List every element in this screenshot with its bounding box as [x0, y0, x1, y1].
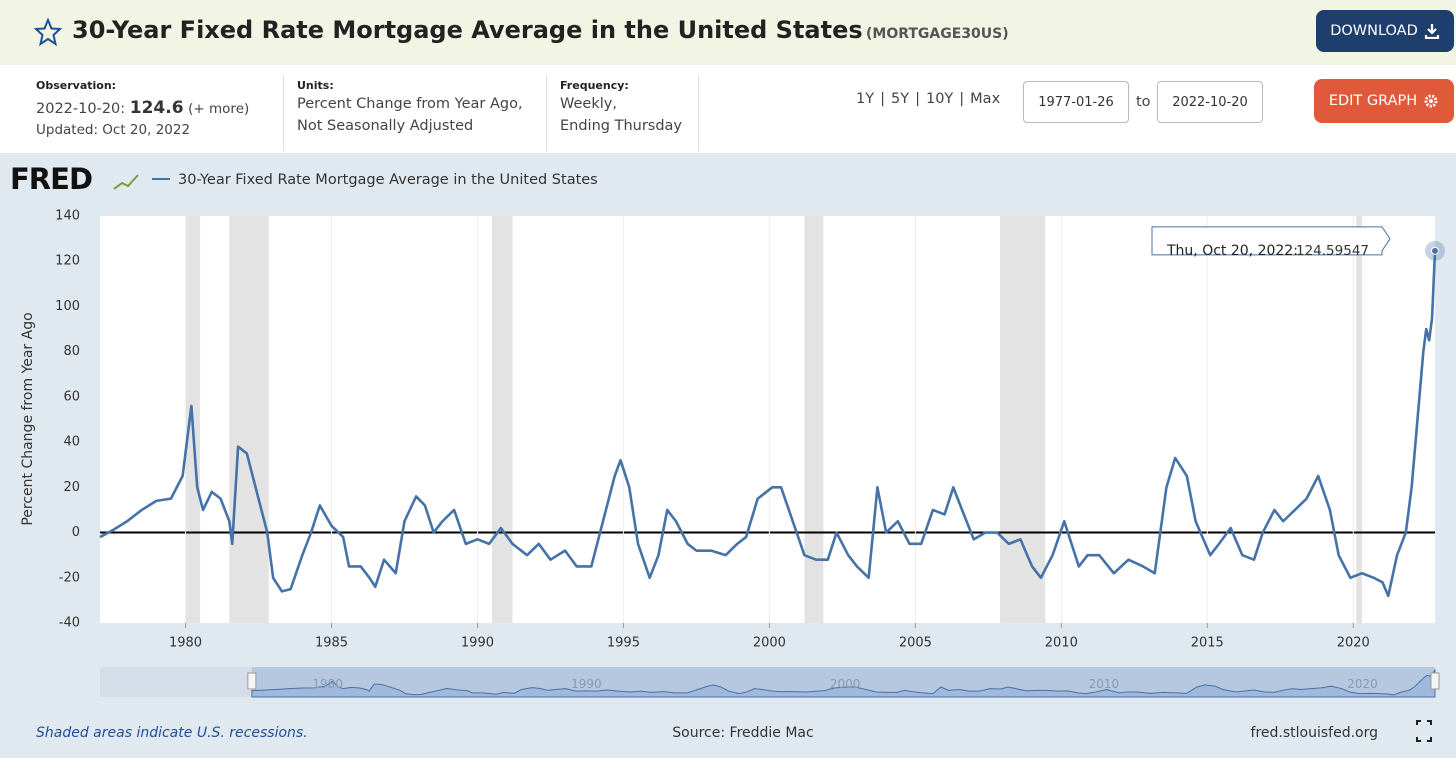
frequency-line: Weekly, — [560, 96, 617, 112]
navigator-label: 2000 — [830, 677, 861, 691]
edit-label: EDIT GRAPH — [1328, 93, 1418, 109]
recession-band — [804, 216, 824, 623]
fred-logo: FRED — [10, 162, 92, 196]
navigator-label: 1980 — [312, 677, 343, 691]
recession-band — [229, 216, 269, 623]
navigator-label: 2010 — [1089, 677, 1120, 691]
separator — [283, 75, 284, 151]
footer-note: Shaded areas indicate U.S. recessions. — [36, 725, 308, 741]
end-date[interactable]: 2022-10-20 — [1157, 81, 1263, 123]
hover-point — [1431, 246, 1439, 255]
units-line: Not Seasonally Adjusted — [297, 118, 474, 134]
tooltip: Thu, Oct 20, 2022:124.59547 — [1151, 226, 1391, 259]
y-tick-label: 100 — [55, 299, 80, 314]
observation-label: Observation: — [36, 79, 117, 92]
edit-graph-button[interactable]: EDIT GRAPH — [1314, 79, 1454, 123]
download-label: DOWNLOAD — [1330, 23, 1418, 39]
frequency-line: Ending Thursday — [560, 118, 683, 134]
recession-band — [492, 216, 513, 623]
y-tick-label: -20 — [59, 570, 80, 585]
observation-date: 2022-10-20: — [36, 101, 126, 117]
to-label: to — [1136, 94, 1151, 110]
download-button[interactable]: DOWNLOAD — [1316, 10, 1454, 52]
range-button[interactable]: 5Y — [890, 91, 910, 107]
navigator-label: 2020 — [1347, 677, 1378, 691]
y-axis-label: Percent Change from Year Ago — [20, 312, 36, 525]
y-tick-label: 80 — [63, 344, 80, 359]
more-link[interactable]: (+ more) — [188, 101, 250, 117]
x-tick-label: 2010 — [1045, 636, 1078, 651]
x-tick-label: 2015 — [1191, 636, 1224, 651]
range-separator: | — [880, 91, 885, 107]
x-tick-label: 1990 — [461, 636, 494, 651]
legend-label: 30-Year Fixed Rate Mortgage Average in t… — [178, 172, 598, 188]
y-tick-label: -40 — [59, 616, 80, 631]
y-tick-label: 120 — [55, 254, 80, 269]
footer-site: fred.stlouisfed.org — [1251, 725, 1378, 741]
range-buttons: 1Y | 5Y | 10Y | Max — [856, 88, 1000, 110]
fullscreen-icon[interactable] — [1416, 720, 1432, 742]
y-tick-label: 140 — [55, 209, 80, 224]
navigator-handle[interactable] — [1430, 672, 1440, 690]
y-tick-label: 0 — [72, 525, 80, 540]
units-label: Units: — [297, 79, 334, 92]
recession-band — [1356, 216, 1363, 623]
plot-area — [100, 216, 1435, 623]
gear-icon — [1424, 94, 1438, 108]
range-button[interactable]: 10Y — [925, 91, 954, 107]
separator — [698, 75, 699, 151]
y-tick-label: 60 — [63, 389, 80, 404]
star-icon[interactable] — [34, 18, 62, 46]
series-line — [99, 250, 1437, 598]
x-tick-label: 2020 — [1337, 636, 1370, 651]
title: 30-Year Fixed Rate Mortgage Average in t… — [72, 16, 863, 44]
info-bar: Observation: 2022-10-20: 124.6 (+ more) … — [0, 65, 1456, 153]
units-line: Percent Change from Year Ago, — [297, 96, 523, 112]
series-code: (MORTGAGE30US) — [866, 26, 1009, 42]
recession-band — [1000, 216, 1046, 623]
observation-value: 124.6 — [129, 98, 184, 118]
x-tick-label: 1995 — [607, 636, 640, 651]
x-tick-label: 2005 — [899, 636, 932, 651]
tooltip-value: 124.59547 — [1296, 243, 1369, 259]
navigator-label: 1990 — [571, 677, 602, 691]
x-tick-label: 1980 — [169, 636, 202, 651]
separator — [546, 75, 547, 151]
frequency-label: Frequency: — [560, 79, 629, 92]
download-icon — [1424, 24, 1439, 39]
tooltip-box — [1151, 226, 1391, 256]
x-tick-label: 2000 — [753, 636, 786, 651]
y-tick-label: 40 — [63, 435, 80, 450]
x-tick-label: 1985 — [315, 636, 348, 651]
updated: Updated: Oct 20, 2022 — [36, 122, 191, 138]
observation: 2022-10-20: 124.6 (+ more) — [36, 97, 249, 120]
logo-icon — [113, 174, 139, 190]
start-date[interactable]: 1977-01-26 — [1023, 81, 1129, 123]
range-separator: | — [959, 91, 965, 107]
range-separator: | — [915, 91, 920, 107]
footer-source: Source: Freddie Mac — [672, 725, 813, 741]
navigator-line — [251, 669, 1436, 698]
chart: FRED 30-Year Fixed Rate Mortgage Average… — [10, 162, 1445, 742]
tooltip-date: Thu, Oct 20, 2022: — [1166, 243, 1298, 259]
range-button[interactable]: Max — [970, 91, 1001, 107]
header: 30-Year Fixed Rate Mortgage Average in t… — [0, 0, 1456, 65]
navigator-handle[interactable] — [247, 672, 257, 690]
range-button[interactable]: 1Y — [856, 91, 875, 107]
y-tick-label: 20 — [63, 480, 80, 495]
